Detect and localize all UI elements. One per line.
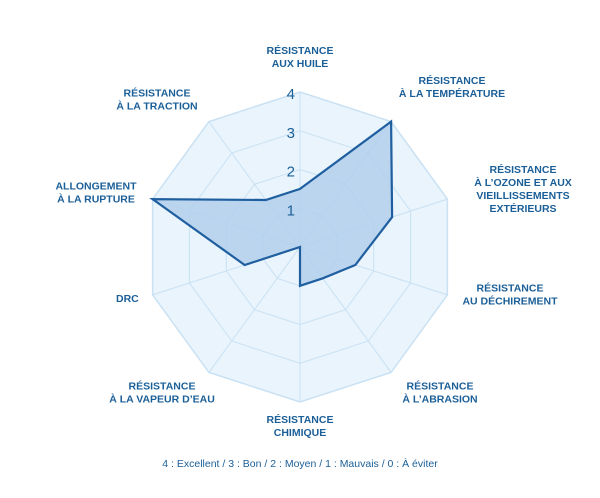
axis-label-line: RÉSISTANCE [419, 74, 486, 87]
axis-label-line: À LA RUPTURE [57, 193, 135, 206]
axis-label: RÉSISTANCE AU DÉCHIREMENT [462, 282, 558, 308]
axis-label-line: AU DÉCHIREMENT [462, 295, 558, 308]
axis-label: ALLONGEMENT À LA RUPTURE [55, 181, 137, 206]
axis-label: RÉSISTANCE CHIMIQUE [267, 413, 334, 439]
axis-label-line: RÉSISTANCE [267, 413, 334, 426]
axis-label: RÉSISTANCE À LA TRACTION [116, 87, 197, 113]
axis-label-line: À L’ABRASION [402, 393, 477, 406]
axis-label: RÉSISTANCE À L’ABRASION [402, 380, 477, 406]
axis-label-line: RÉSISTANCE [129, 380, 196, 393]
scale-legend: 4 : Excellent / 3 : Bon / 2 : Moyen / 1 … [162, 458, 438, 470]
axis-label-line: À L’OZONE ET AUX [474, 176, 572, 189]
axis-label-line: RÉSISTANCE [407, 380, 474, 393]
axis-label-line: RÉSISTANCE [477, 282, 544, 295]
axis-label-line: À LA TRACTION [116, 100, 197, 113]
axis-label: DRC [116, 293, 139, 305]
axis-label: RÉSISTANCE À LA VAPEUR D’EAU [109, 380, 215, 406]
axis-label-line: DRC [116, 293, 139, 305]
radar-series [149, 119, 394, 288]
radar-ticks: 1 2 3 4 [287, 86, 295, 219]
tick-label: 4 [287, 86, 295, 103]
axis-label-line: À LA TEMPÉRATURE [399, 87, 505, 100]
axis-label: RÉSISTANCE AUX HUILE [267, 44, 334, 70]
axis-label-line: RÉSISTANCE [267, 44, 334, 57]
axis-label-line: CHIMIQUE [274, 427, 327, 439]
axis-label-line: ALLONGEMENT [55, 181, 137, 193]
axis-label-line: À LA VAPEUR D’EAU [109, 393, 215, 406]
axis-label-line: RÉSISTANCE [124, 87, 191, 100]
axis-label-line: EXTÉRIEURS [489, 202, 556, 215]
tick-label: 2 [287, 164, 295, 181]
tick-label: 3 [287, 125, 295, 142]
axis-label-line: AUX HUILE [272, 58, 329, 70]
grid-spoke [208, 246, 301, 373]
axis-label: RÉSISTANCE À L’OZONE ET AUX VIEILLISSEMENT… [474, 163, 572, 215]
axis-label-line: VIEILLISSEMENTS [476, 190, 569, 202]
tick-label: 1 [287, 202, 295, 219]
axis-label: RÉSISTANCE À LA TEMPÉRATURE [399, 74, 505, 100]
axis-label-line: RÉSISTANCE [490, 163, 557, 176]
